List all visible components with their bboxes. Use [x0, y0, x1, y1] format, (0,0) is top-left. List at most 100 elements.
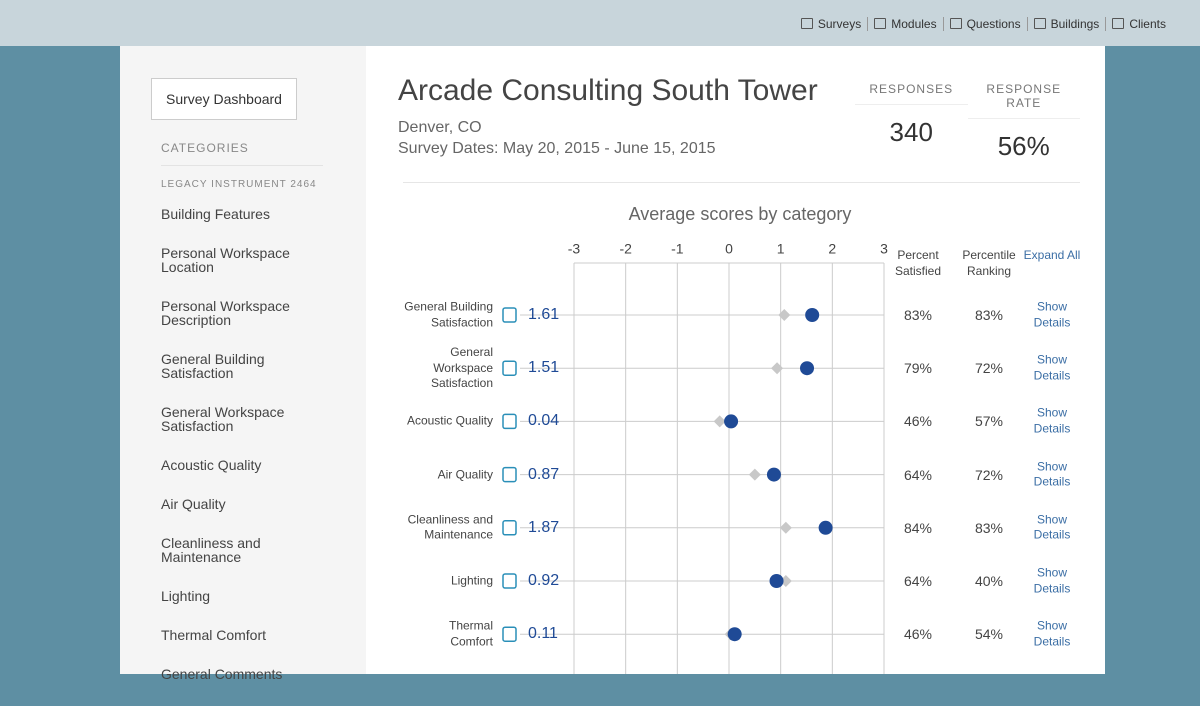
x-tick-label: 3 [880, 241, 888, 257]
column-header: Percentile Ranking [962, 248, 1016, 278]
benchmark-diamond [771, 362, 784, 375]
table-cell: 54% [974, 626, 1004, 643]
sidebar-item[interactable]: Cleanliness and Maintenance [161, 535, 261, 565]
score-dot [805, 308, 820, 322]
stat-label: RESPONSES [855, 78, 968, 105]
nav-label: Clients [1129, 17, 1166, 31]
table-cell: 72% [974, 466, 1004, 483]
nav-item[interactable]: Clients [1106, 17, 1172, 31]
x-tick-label: -1 [671, 241, 684, 257]
sidebar-item[interactable]: General Building Satisfaction [161, 351, 265, 381]
score-value: 1.51 [528, 359, 560, 377]
show-details[interactable]: Show Details [1033, 299, 1071, 330]
table-cell: 79% [903, 360, 933, 377]
nav-item[interactable]: Questions [944, 17, 1028, 31]
sidebar-group: LEGACY INSTRUMENT 2464 [161, 179, 317, 190]
sidebar-item[interactable]: Personal Workspace Description [161, 298, 290, 328]
top-bar: Surveys Modules Questions Buildings Clients [0, 0, 1200, 46]
stat: RESPONSE RATE 56% [967, 78, 1080, 161]
nav-item[interactable]: Buildings [1028, 17, 1107, 31]
nav: Surveys Modules Questions Buildings Clients [795, 17, 1172, 31]
table-cell: 64% [903, 573, 933, 589]
nav-icon [949, 18, 962, 29]
nav-label: Buildings [1050, 17, 1100, 31]
sidebar-item[interactable]: Air Quality [161, 496, 226, 512]
show-details[interactable]: Show Details [1033, 565, 1071, 596]
column-header: Percent Satisfied [894, 248, 942, 278]
nav-item[interactable]: Surveys [795, 17, 869, 31]
category-icon [502, 573, 517, 589]
score-dot [818, 520, 833, 535]
category-label: Thermal Comfort [448, 618, 493, 649]
category-icon [502, 520, 517, 536]
sidebar-item[interactable]: Personal Workspace Location [161, 245, 290, 275]
location: Denver, CO [398, 119, 482, 136]
nav-icon [800, 18, 813, 29]
sidebar-item[interactable]: Thermal Comfort [161, 627, 267, 643]
show-details[interactable]: Show Details [1033, 618, 1071, 649]
stat: RESPONSES 340 [855, 78, 968, 154]
benchmark-diamond [778, 309, 791, 321]
score-dot [727, 627, 742, 642]
sidebar [120, 46, 366, 674]
category-label: Air Quality [437, 466, 493, 481]
category-label: Acoustic Quality [406, 413, 493, 428]
score-dot [769, 574, 784, 588]
sidebar-item[interactable]: Building Features [161, 206, 270, 222]
benchmark-diamond [748, 468, 761, 481]
show-details[interactable]: Show Details [1033, 405, 1071, 436]
dashboard-button[interactable]: Survey Dashboard [151, 78, 297, 120]
score-dot [724, 414, 739, 429]
chart: -3 -2 -1 0 1 2 3 [502, 241, 888, 674]
table-cell: 57% [974, 413, 1004, 430]
stat-value: 56% [997, 131, 1050, 161]
x-tick-label: -3 [568, 241, 581, 257]
x-tick-label: 1 [777, 241, 785, 257]
category-label: General Building Satisfaction [404, 299, 493, 330]
score-dot [800, 361, 815, 376]
table-cell: 64% [903, 466, 933, 483]
category-icon [502, 626, 517, 642]
nav-item[interactable]: Modules [868, 17, 944, 31]
sidebar-item[interactable]: General Workspace Satisfaction [161, 404, 285, 434]
survey-dates: Survey Dates: May 20, 2015 - June 15, 20… [398, 140, 716, 157]
sidebar-item[interactable]: Acoustic Quality [161, 457, 262, 473]
table-cell: 72% [974, 360, 1004, 377]
x-tick-label: -2 [619, 241, 632, 257]
sidebar-item[interactable]: Lighting [161, 588, 211, 604]
x-tick-label: 2 [828, 241, 836, 257]
nav-icon [874, 18, 887, 29]
nav-icon [1033, 18, 1046, 29]
benchmark-diamond [779, 521, 792, 534]
benchmark-diamond [713, 415, 726, 428]
category-label: Cleanliness and Maintenance [407, 512, 493, 542]
chart-title: Average scores by category [628, 204, 852, 224]
category-label: General Workspace Satisfaction [430, 344, 493, 390]
score-value: 0.87 [528, 465, 560, 483]
divider [403, 182, 1080, 183]
page: Surveys Modules Questions Buildings Clients … [0, 0, 1200, 681]
score-value: 1.87 [528, 518, 560, 536]
nav-label: Modules [891, 17, 937, 31]
score-value: 1.61 [528, 306, 560, 323]
sidebar-heading: CATEGORIES [161, 141, 323, 166]
category-label: Lighting [450, 573, 493, 588]
show-details[interactable]: Show Details [1033, 352, 1071, 383]
table-cell: 40% [974, 573, 1004, 589]
table-cell: 46% [903, 626, 933, 643]
table-cell: 84% [903, 519, 933, 536]
score-value: 0.04 [528, 412, 560, 430]
nav-label: Surveys [817, 17, 862, 31]
stat-label: RESPONSE RATE [967, 78, 1080, 119]
nav-icon [1112, 18, 1125, 29]
category-icon [502, 307, 517, 323]
show-details[interactable]: Show Details [1033, 512, 1071, 542]
x-tick-label: 0 [725, 241, 733, 257]
category-icon [502, 466, 517, 483]
score-value: 0.92 [528, 572, 560, 589]
category-icon [502, 360, 517, 376]
category-icon [502, 413, 517, 430]
column-header[interactable]: Expand All [1023, 248, 1081, 262]
show-details[interactable]: Show Details [1033, 459, 1071, 489]
page-title: Arcade Consulting South Tower [398, 74, 818, 107]
